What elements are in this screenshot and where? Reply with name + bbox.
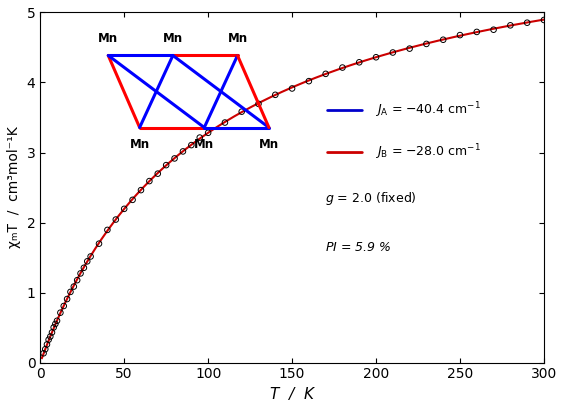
Point bbox=[145, 178, 154, 184]
Point bbox=[120, 206, 129, 212]
Point bbox=[76, 270, 85, 277]
Point bbox=[405, 45, 414, 52]
Point bbox=[187, 142, 196, 148]
Point bbox=[456, 32, 465, 38]
Text: $J_\mathrm{A}$ = −40.4 cm$^{-1}$: $J_\mathrm{A}$ = −40.4 cm$^{-1}$ bbox=[375, 101, 481, 120]
Point bbox=[271, 92, 280, 98]
Point bbox=[41, 346, 50, 353]
Point bbox=[305, 78, 314, 84]
Point bbox=[80, 265, 89, 271]
Point bbox=[103, 227, 112, 233]
Y-axis label: χₘT  /  cm³mol⁻¹K: χₘT / cm³mol⁻¹K bbox=[7, 127, 21, 248]
Point bbox=[372, 54, 381, 61]
Point bbox=[489, 27, 498, 33]
Point bbox=[195, 134, 204, 141]
Point bbox=[170, 155, 179, 162]
Point bbox=[63, 296, 72, 302]
X-axis label: T  /  K: T / K bbox=[270, 387, 314, 402]
Point bbox=[162, 162, 171, 169]
Point bbox=[47, 329, 56, 336]
Point bbox=[237, 108, 246, 115]
Point bbox=[44, 337, 53, 343]
Point bbox=[221, 119, 230, 126]
Point bbox=[83, 258, 92, 265]
Point bbox=[42, 341, 51, 348]
Point bbox=[66, 289, 75, 295]
Point bbox=[153, 171, 162, 177]
Point bbox=[288, 85, 297, 92]
Point bbox=[95, 240, 104, 247]
Text: $J_\mathrm{B}$ = −28.0 cm$^{-1}$: $J_\mathrm{B}$ = −28.0 cm$^{-1}$ bbox=[375, 143, 481, 162]
Text: $PI$ = 5.9 %: $PI$ = 5.9 % bbox=[325, 240, 391, 254]
Point bbox=[69, 283, 78, 290]
Point bbox=[39, 350, 48, 357]
Point bbox=[539, 17, 548, 23]
Point bbox=[128, 197, 137, 203]
Point bbox=[136, 187, 146, 193]
Point bbox=[52, 317, 61, 324]
Point bbox=[506, 22, 515, 29]
Point bbox=[178, 148, 187, 155]
Point bbox=[51, 321, 60, 327]
Point bbox=[204, 130, 213, 136]
Point bbox=[439, 36, 448, 43]
Point bbox=[338, 64, 347, 71]
Point bbox=[111, 216, 120, 223]
Point bbox=[86, 253, 95, 260]
Point bbox=[254, 101, 263, 107]
Point bbox=[355, 59, 364, 65]
Point bbox=[49, 324, 58, 331]
Point bbox=[56, 310, 65, 316]
Point bbox=[523, 19, 532, 26]
Text: $g$ = 2.0 (fixed): $g$ = 2.0 (fixed) bbox=[325, 189, 417, 207]
Point bbox=[472, 29, 481, 35]
Point bbox=[388, 49, 397, 56]
Point bbox=[73, 277, 82, 283]
Point bbox=[321, 71, 330, 77]
Point bbox=[422, 40, 431, 47]
Point bbox=[59, 303, 68, 309]
Point bbox=[46, 333, 55, 340]
